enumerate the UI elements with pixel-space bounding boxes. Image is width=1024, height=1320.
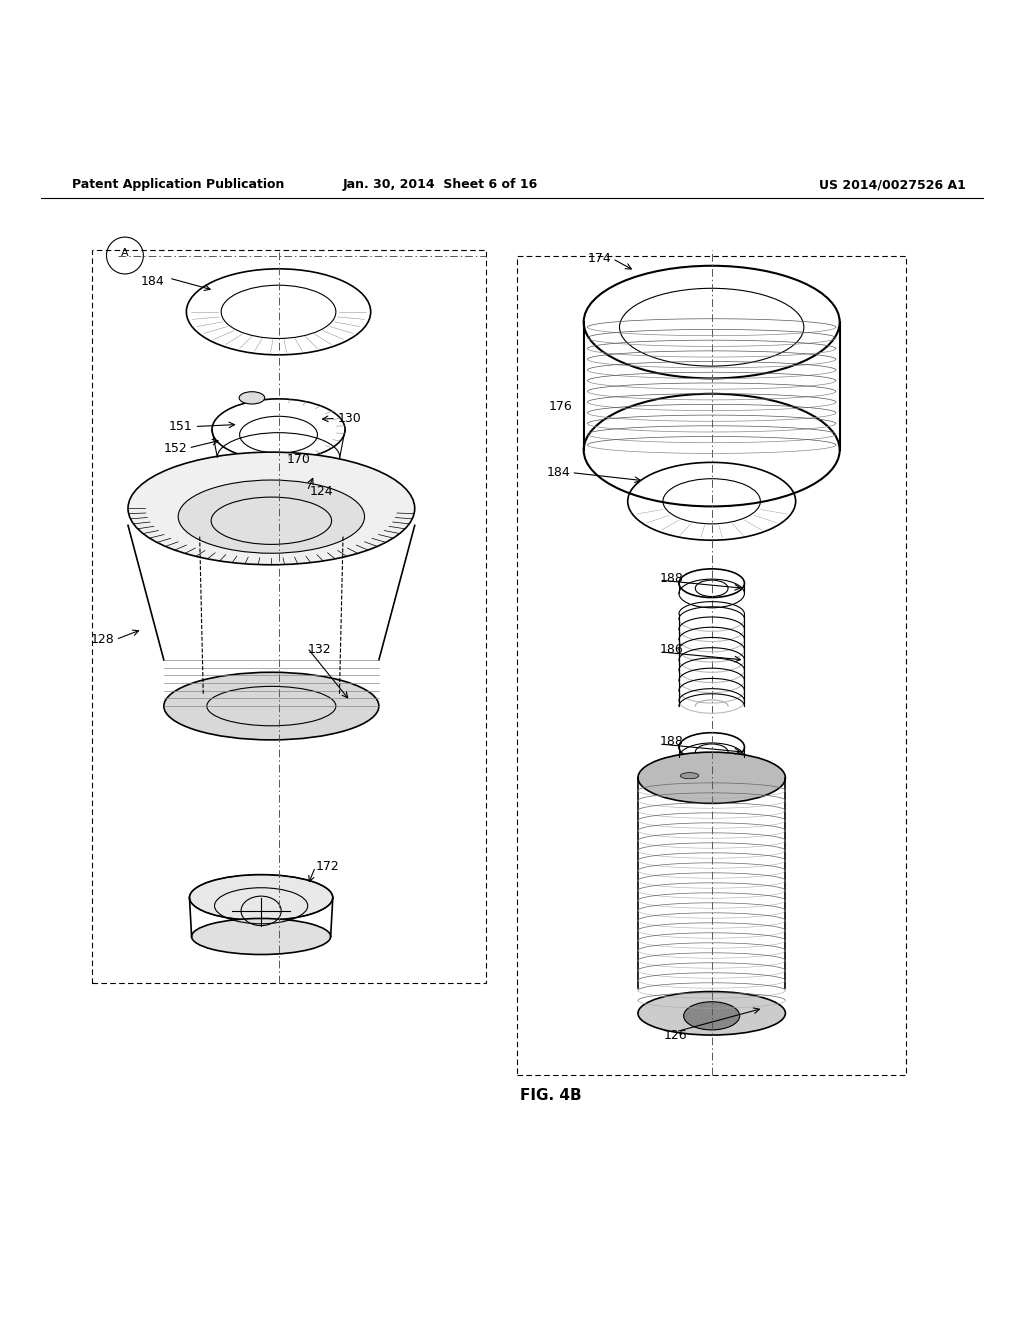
Ellipse shape [638, 991, 785, 1035]
Text: 186: 186 [659, 643, 683, 656]
Text: 170: 170 [287, 453, 310, 466]
Ellipse shape [164, 672, 379, 741]
Ellipse shape [240, 392, 264, 404]
Text: A: A [121, 248, 129, 259]
Ellipse shape [680, 772, 698, 779]
Text: 151: 151 [169, 420, 193, 433]
Text: 126: 126 [664, 1030, 687, 1043]
Text: 128: 128 [91, 634, 115, 645]
Text: Jan. 30, 2014  Sheet 6 of 16: Jan. 30, 2014 Sheet 6 of 16 [343, 178, 538, 191]
Bar [92, 251, 486, 982]
Ellipse shape [638, 752, 785, 804]
Text: 124: 124 [309, 484, 333, 498]
Text: 176: 176 [549, 400, 572, 413]
Text: 188: 188 [659, 572, 683, 585]
Text: 184: 184 [140, 275, 164, 288]
Text: 184: 184 [547, 466, 570, 479]
Text: 130: 130 [338, 412, 361, 425]
Text: 152: 152 [164, 441, 187, 454]
Text: US 2014/0027526 A1: US 2014/0027526 A1 [819, 178, 966, 191]
Text: FIG. 4B: FIG. 4B [520, 1088, 582, 1102]
Ellipse shape [178, 480, 365, 553]
Ellipse shape [191, 919, 331, 954]
Text: 172: 172 [315, 861, 339, 874]
Text: 174: 174 [588, 252, 611, 265]
Text: 132: 132 [307, 643, 331, 656]
Ellipse shape [128, 453, 415, 565]
Ellipse shape [684, 1002, 739, 1030]
Ellipse shape [189, 875, 333, 920]
Bar [517, 256, 906, 1074]
Text: Patent Application Publication: Patent Application Publication [72, 178, 284, 191]
Text: 188: 188 [659, 735, 683, 748]
